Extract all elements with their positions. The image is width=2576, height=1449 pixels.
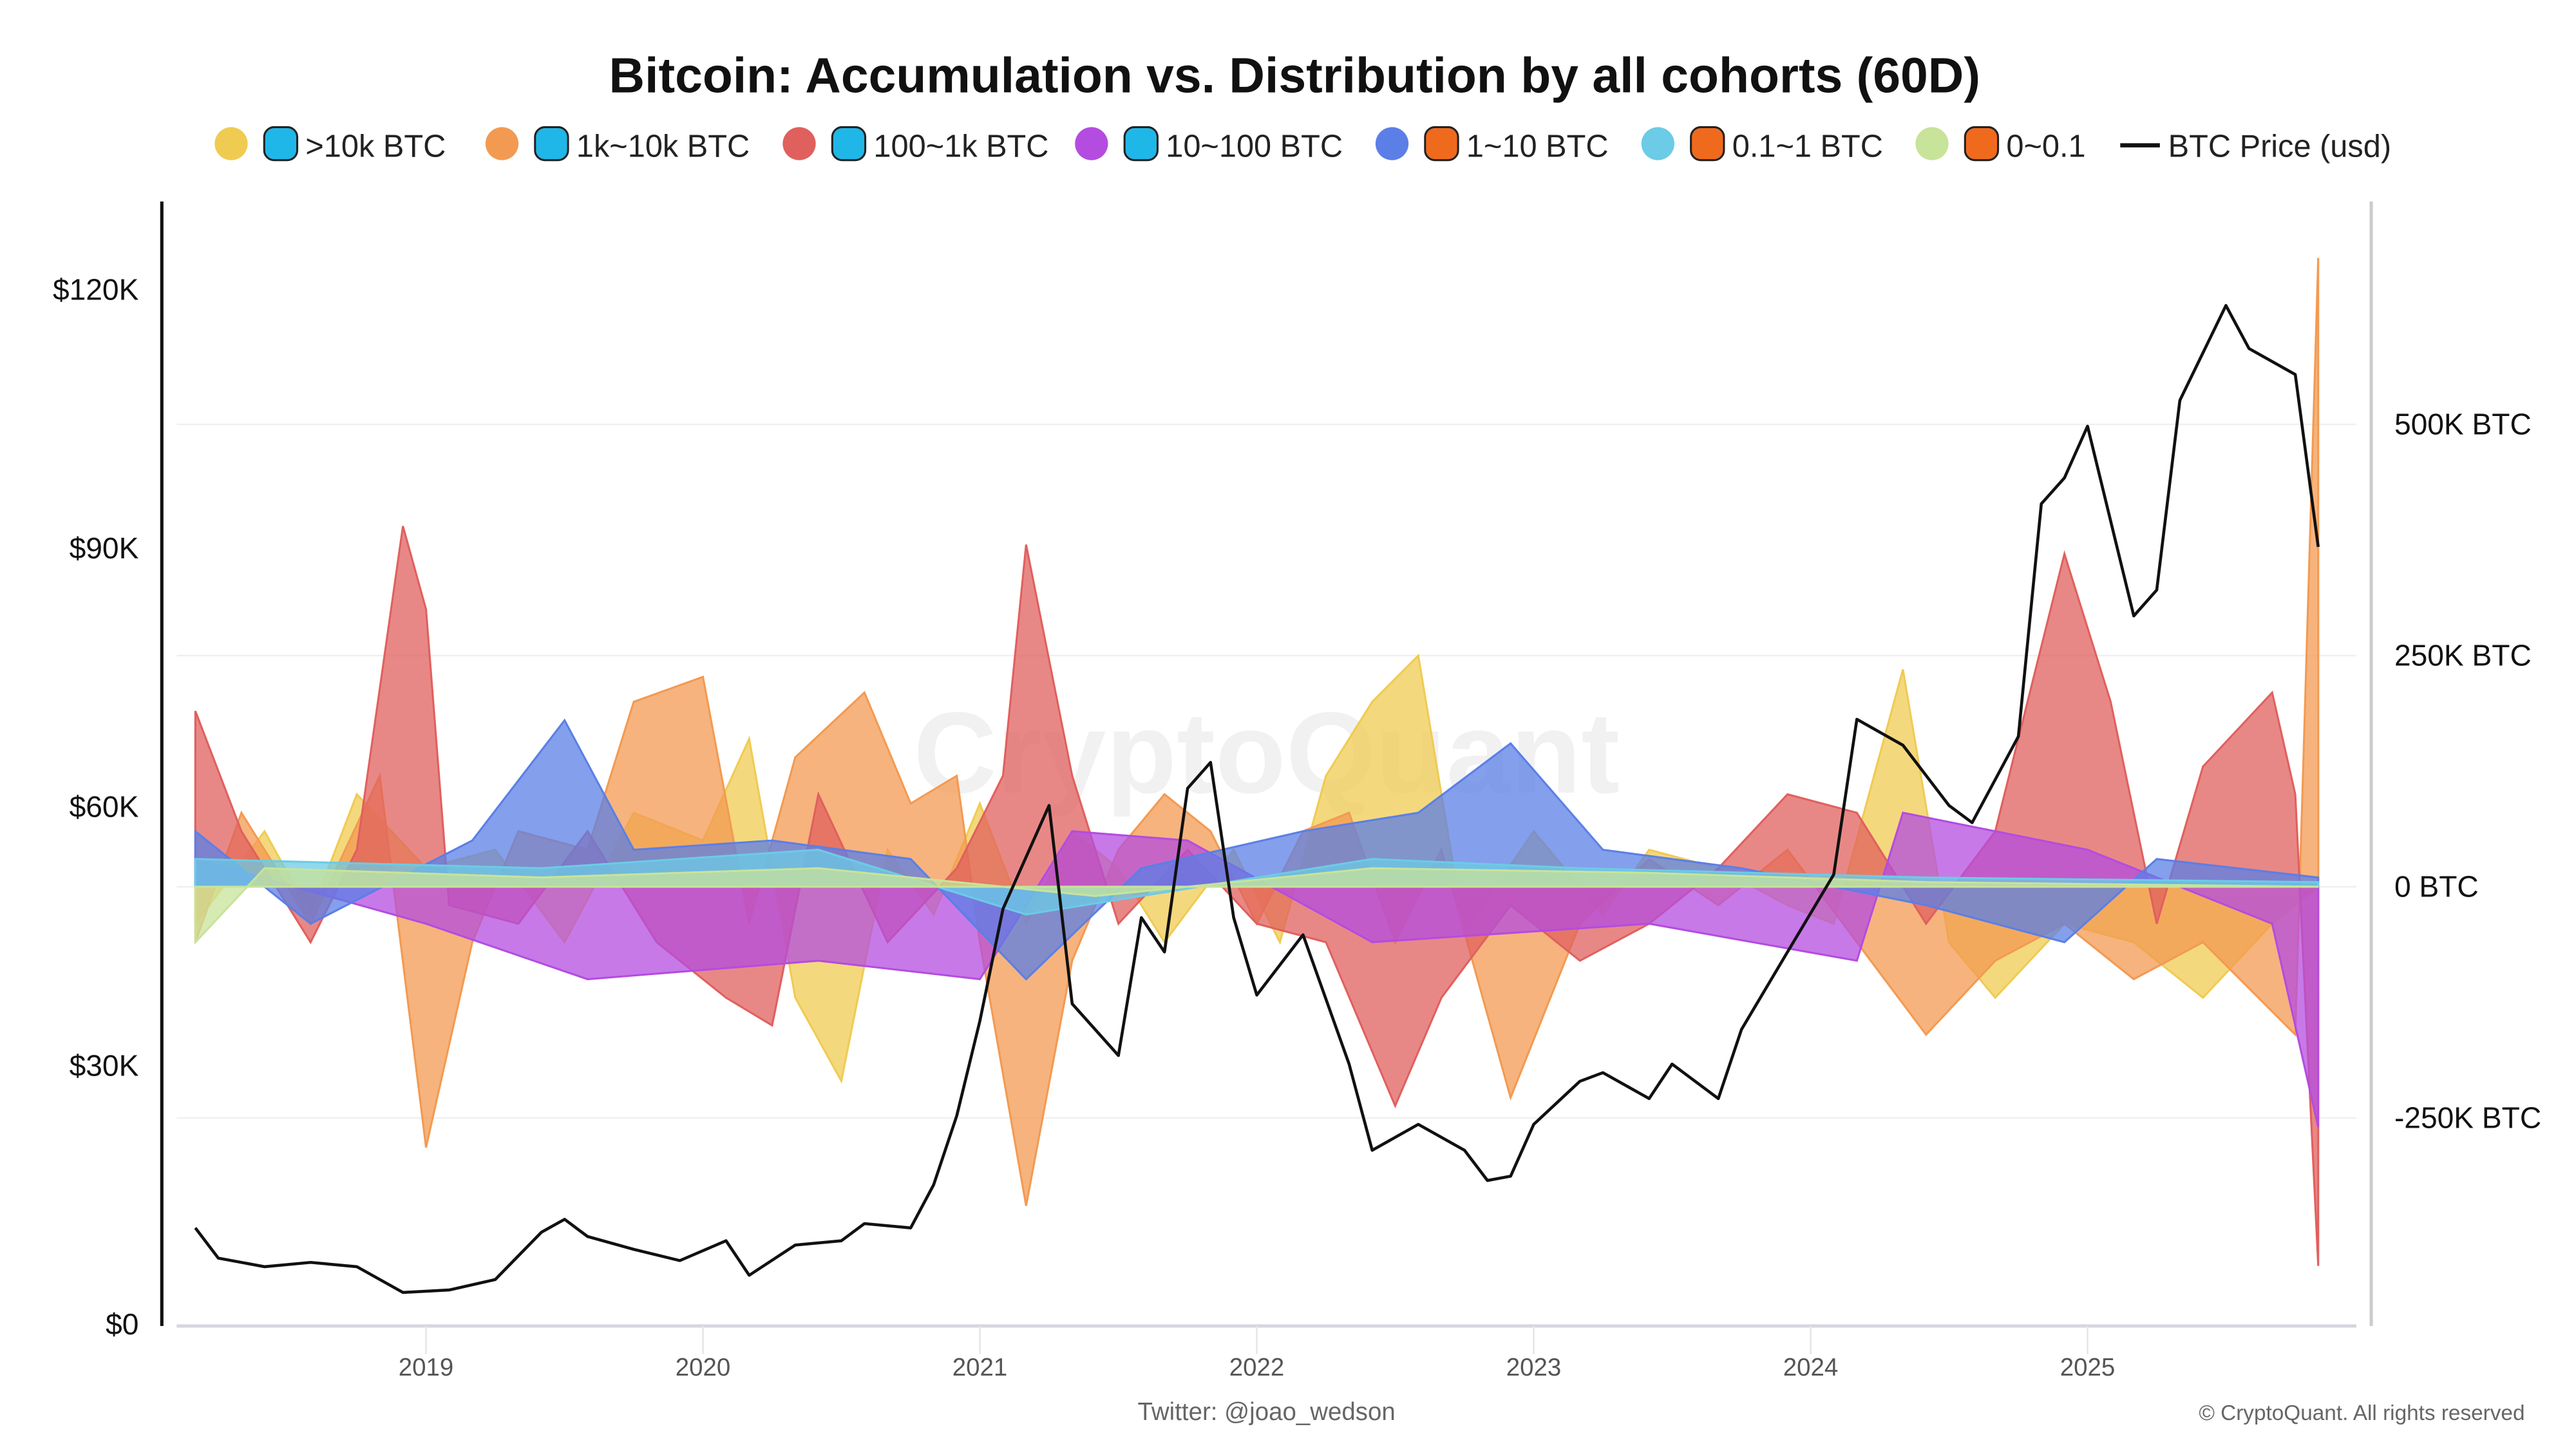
chart-title: Bitcoin: Accumulation vs. Distribution b… bbox=[609, 48, 1980, 104]
axis-ticks: -250K BTC 0 BTC 250K BTC 500K BTC $0 $30K $60K… bbox=[53, 273, 2541, 1381]
cohort-areas bbox=[194, 258, 2320, 1266]
legend-label: >10k BTC bbox=[305, 129, 446, 164]
right-tick-label: 500K BTC bbox=[2394, 407, 2532, 440]
legend-item[interactable]: >10k BTC bbox=[214, 126, 446, 164]
octopus-icon bbox=[1424, 126, 1459, 162]
legend-item[interactable]: 0.1~1 BTC bbox=[1641, 126, 1883, 164]
legend-item[interactable]: 0~0.1 bbox=[1915, 126, 2086, 164]
legend-label: 1k~10k BTC bbox=[576, 129, 750, 164]
legend-item[interactable]: 10~100 BTC bbox=[1075, 126, 1343, 164]
shark-icon bbox=[534, 126, 569, 162]
left-tick-label: $90K bbox=[70, 531, 139, 565]
legend-color-dot bbox=[1375, 127, 1409, 160]
right-tick-label: -250K BTC bbox=[2394, 1101, 2541, 1134]
x-tick-label: 2020 bbox=[676, 1354, 731, 1381]
legend-color-dot bbox=[782, 127, 816, 160]
area-0-0-1 bbox=[194, 867, 2318, 945]
x-tick-label: 2021 bbox=[952, 1354, 1008, 1381]
right-tick-label: 250K BTC bbox=[2394, 638, 2532, 672]
legend-color-dot bbox=[1641, 127, 1674, 160]
legend-label: 0~0.1 bbox=[2006, 129, 2085, 164]
legend-item[interactable]: BTC Price (usd) bbox=[2120, 129, 2391, 164]
legend-color-dot bbox=[1915, 127, 1949, 160]
x-tick-label: 2023 bbox=[1506, 1354, 1562, 1381]
legend-item[interactable]: 1~10 BTC bbox=[1375, 126, 1609, 164]
x-tick-label: 2024 bbox=[1783, 1354, 1839, 1381]
dolphin-icon bbox=[831, 126, 867, 162]
legend-label: 100~1k BTC bbox=[873, 129, 1048, 164]
legend-item[interactable]: 1k~10k BTC bbox=[485, 126, 750, 164]
copyright: © CryptoQuant. All rights reserved bbox=[2199, 1401, 2524, 1425]
legend-color-dot bbox=[485, 127, 519, 160]
whale-icon bbox=[263, 126, 299, 162]
x-tick-label: 2025 bbox=[2060, 1354, 2116, 1381]
legend-label: 0.1~1 BTC bbox=[1732, 129, 1883, 164]
crab-icon bbox=[1690, 126, 1725, 162]
right-tick-label: 0 BTC bbox=[2394, 869, 2479, 903]
legend-label: BTC Price (usd) bbox=[2168, 129, 2391, 164]
legend-item[interactable]: 100~1k BTC bbox=[782, 126, 1048, 164]
area-10-100-btc bbox=[194, 811, 2320, 1128]
footer-credit: Twitter: @joao_wedson bbox=[1138, 1398, 1396, 1426]
legend-label: 1~10 BTC bbox=[1466, 129, 1609, 164]
legend: >10k BTC 1k~10k BTC 100~1k BTC 10~100 BTC 1~… bbox=[214, 126, 2391, 164]
btc-price-line bbox=[194, 304, 2320, 1294]
legend-label: 10~100 BTC bbox=[1166, 129, 1343, 164]
left-tick-label: $30K bbox=[70, 1048, 139, 1082]
price-line-group bbox=[194, 304, 2320, 1294]
legend-color-dot bbox=[214, 127, 248, 160]
legend-color-dot bbox=[1075, 127, 1108, 160]
left-tick-label: $120K bbox=[53, 273, 139, 307]
shrimp-icon bbox=[1964, 126, 2000, 162]
fish-icon bbox=[1123, 126, 1159, 162]
left-tick-label: $60K bbox=[70, 790, 139, 824]
x-tick-label: 2019 bbox=[399, 1354, 454, 1381]
x-tick-label: 2022 bbox=[1229, 1354, 1285, 1381]
left-tick-label: $0 bbox=[106, 1307, 138, 1341]
